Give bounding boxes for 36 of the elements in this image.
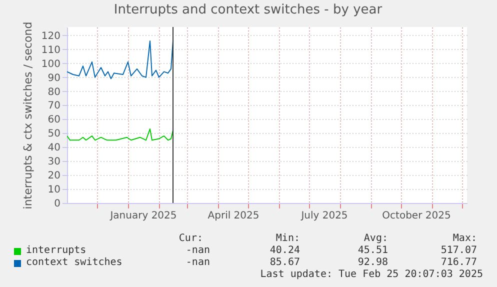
text: 85.67: [270, 257, 300, 268]
text: 716.77: [440, 257, 477, 268]
text: Min:: [276, 233, 300, 244]
y-tick-label: 110: [41, 44, 60, 56]
text: -nan: [186, 257, 210, 268]
y-tick-label: 10: [48, 184, 60, 196]
text: -nan: [186, 245, 210, 256]
y-tick-label: 50: [48, 128, 60, 140]
text: Max:: [452, 233, 477, 244]
y-tick-label: 30: [48, 156, 60, 168]
text: 45.51: [358, 245, 388, 256]
x-tick-label: July 2025: [300, 210, 348, 222]
line-series: [67, 40, 174, 80]
chart-title: Interrupts and context switches - by year: [114, 2, 383, 18]
text: Last update: Tue Feb 25 20:07:03 2025: [260, 269, 483, 280]
text: 92.98: [358, 257, 388, 268]
text: Cur:: [178, 233, 203, 244]
x-tick-label: January 2025: [109, 210, 177, 222]
y-tick-label: 60: [48, 114, 60, 126]
text: 40.24: [270, 245, 300, 256]
y-tick-label: 120: [41, 30, 60, 42]
y-tick-label: 100: [41, 58, 60, 70]
y-tick-label: 40: [48, 142, 60, 154]
legend-label: interrupts: [26, 245, 86, 256]
y-tick-label: 0: [54, 198, 60, 210]
x-tick-label: October 2025: [382, 210, 451, 222]
text: 517.07: [440, 245, 477, 256]
y-axis-title: interrupts & ctx switches / second: [21, 22, 34, 210]
legend-label: context switches: [26, 257, 122, 268]
line-series: [67, 128, 174, 141]
text: Avg:: [364, 233, 388, 244]
y-tick-label: 90: [48, 72, 60, 84]
y-tick-label: 20: [48, 170, 60, 182]
x-tick-label: April 2025: [208, 210, 260, 222]
y-tick-label: 70: [48, 100, 60, 112]
y-tick-label: 80: [48, 86, 60, 98]
